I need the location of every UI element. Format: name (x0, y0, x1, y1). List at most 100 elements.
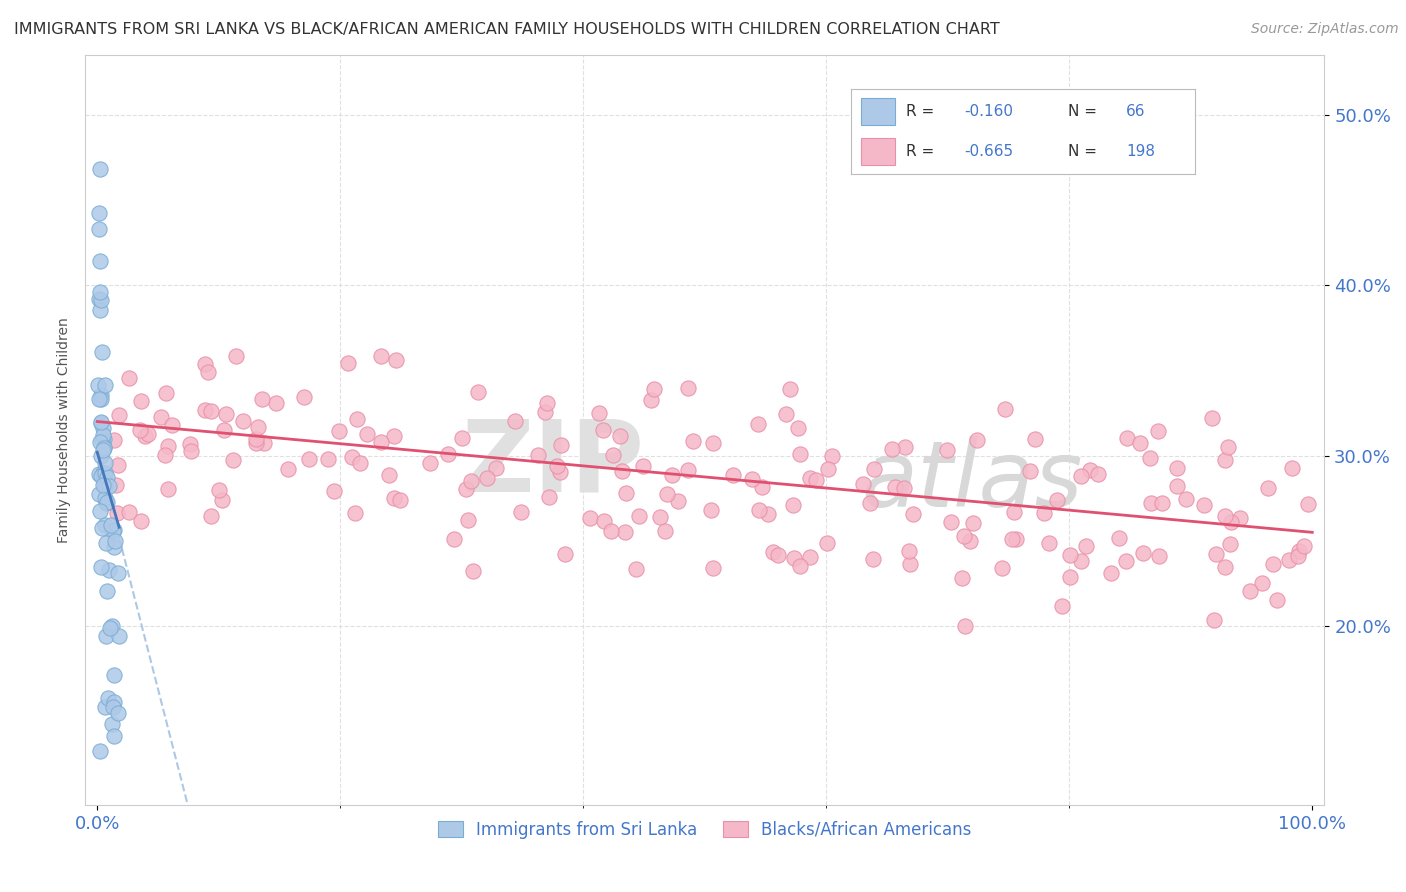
Point (1024, 432, 1046, 446)
Point (87, 377, 110, 392)
Point (852, 477, 875, 491)
Text: ZIP: ZIP (461, 416, 644, 513)
Point (349, 456, 371, 470)
Point (1263, 558, 1285, 572)
Point (87, 293, 110, 307)
Point (723, 468, 745, 483)
Bar (860, 98, 896, 125)
Point (1132, 546, 1154, 560)
Point (346, 411, 368, 425)
Point (592, 423, 614, 437)
Point (93, 469, 115, 483)
Point (89, 434, 111, 449)
Point (893, 440, 915, 454)
Point (155, 386, 177, 401)
Point (1219, 537, 1241, 551)
Text: Source: ZipAtlas.com: Source: ZipAtlas.com (1251, 22, 1399, 37)
Point (93, 433, 115, 447)
Point (676, 380, 699, 394)
Point (1174, 492, 1197, 507)
Point (588, 406, 610, 420)
Point (1139, 451, 1161, 466)
Point (950, 571, 973, 585)
Point (1052, 599, 1074, 614)
Point (1087, 467, 1109, 482)
Point (370, 349, 392, 363)
Point (97, 563, 120, 577)
Point (609, 429, 631, 443)
Point (1129, 435, 1152, 450)
Point (748, 503, 770, 517)
Point (292, 390, 315, 404)
Point (277, 462, 299, 476)
Point (775, 407, 797, 421)
Point (93, 377, 115, 392)
Point (1257, 481, 1279, 495)
Point (1002, 506, 1025, 520)
Point (245, 432, 267, 446)
Point (91, 442, 114, 457)
Point (94, 518, 117, 533)
Point (96, 470, 118, 484)
Point (90, 415, 112, 429)
Point (93, 441, 115, 455)
Point (682, 434, 704, 448)
Point (600, 524, 623, 538)
Point (1038, 536, 1060, 550)
Point (91, 421, 114, 435)
Point (804, 474, 827, 488)
Point (485, 460, 508, 475)
Text: 198: 198 (1126, 145, 1156, 160)
Point (610, 464, 633, 478)
Point (385, 352, 408, 367)
Point (211, 493, 233, 508)
Point (661, 467, 683, 482)
Point (1292, 540, 1315, 554)
Point (1286, 549, 1309, 563)
Point (1070, 469, 1092, 483)
Point (436, 447, 458, 461)
Text: N =: N = (1067, 145, 1097, 160)
Point (789, 558, 811, 573)
Point (779, 382, 801, 396)
Point (118, 505, 141, 519)
Point (1213, 508, 1236, 523)
Point (91, 345, 114, 359)
Point (676, 463, 699, 477)
Point (941, 516, 963, 530)
Point (104, 534, 127, 549)
Point (96, 584, 118, 599)
Point (101, 717, 124, 731)
Point (1166, 461, 1188, 475)
Point (89, 744, 111, 758)
Point (884, 480, 907, 494)
Point (456, 483, 478, 497)
Point (89, 302, 111, 317)
Point (103, 540, 125, 554)
Point (700, 503, 723, 517)
Point (1278, 553, 1301, 567)
Point (232, 414, 254, 428)
Point (382, 491, 405, 505)
Point (107, 706, 129, 720)
Point (94, 496, 117, 510)
Point (103, 729, 125, 743)
Point (593, 514, 616, 528)
Point (356, 426, 378, 441)
Point (1239, 584, 1261, 599)
Y-axis label: Family Households with Children: Family Households with Children (58, 318, 72, 543)
Point (103, 695, 125, 709)
Point (1116, 431, 1139, 445)
Point (136, 426, 159, 441)
Point (94, 456, 117, 470)
Point (799, 549, 821, 564)
Point (643, 382, 665, 396)
Point (1201, 411, 1223, 425)
Point (328, 424, 350, 438)
Point (702, 561, 724, 575)
Point (467, 385, 489, 400)
Point (443, 532, 465, 546)
Point (953, 618, 976, 632)
Point (578, 511, 600, 525)
Point (815, 536, 838, 550)
